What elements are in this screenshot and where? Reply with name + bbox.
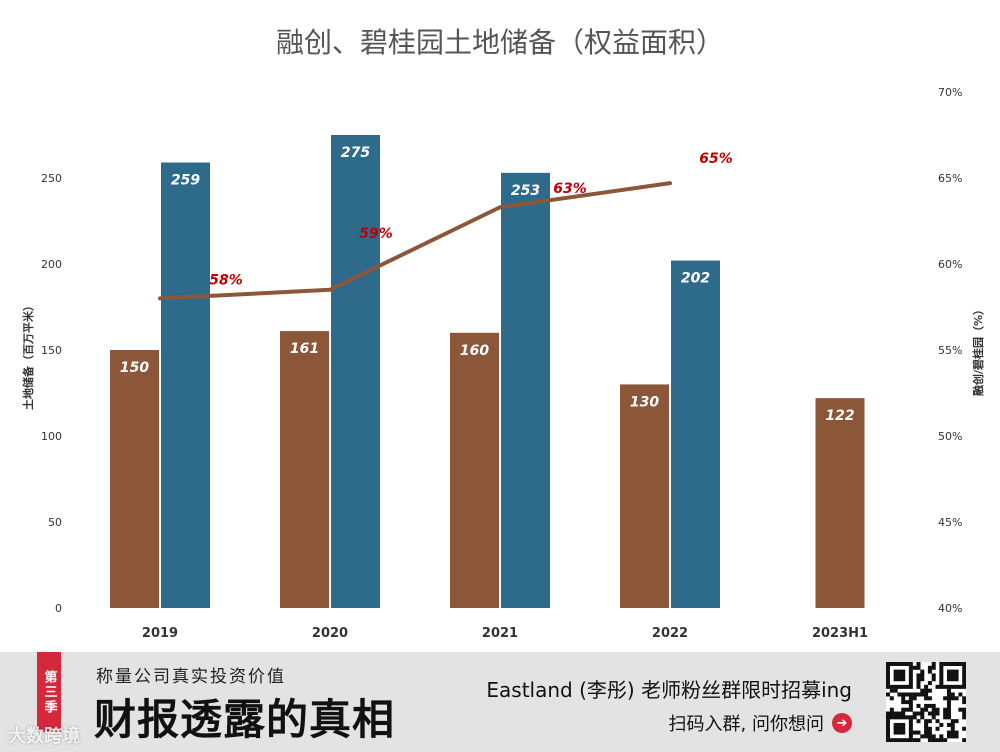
bar-sunac — [620, 384, 669, 608]
right-axis-ticks: 40% 45% 50% 55% 60% 65% 70% — [938, 86, 962, 615]
right-tick-label: 55% — [938, 344, 962, 357]
bar-country-garden — [501, 172, 550, 608]
bar-value-label: 202 — [681, 271, 710, 287]
bar-value-label: 160 — [460, 343, 489, 359]
left-tick-label: 200 — [41, 258, 62, 271]
watermark-logo: 大数跨境 — [8, 726, 80, 747]
bar-country-garden — [161, 162, 210, 608]
left-axis-title: 土地储备（百万平米） — [21, 300, 35, 410]
bar-country-garden — [331, 135, 380, 608]
chart-title: 融创、碧桂园土地储备（权益面积） — [276, 26, 724, 59]
ratio-line-layer: 58% 59% 63% 65% — [158, 151, 733, 301]
promo-text: Eastland (李彤) 老师粉丝群限时招募ing — [486, 678, 852, 702]
arrow-right-icon[interactable]: ➔ — [832, 713, 852, 733]
bars — [110, 135, 865, 608]
x-tick-label: 2020 — [312, 626, 348, 641]
banner-title: 财报透露的真相 — [94, 695, 396, 744]
chart-area: 融创、碧桂园土地储备（权益面积） 0 50 100 150 200 250 40% 45% 5… — [21, 26, 985, 641]
left-tick-label: 0 — [55, 602, 62, 615]
bar-country-garden — [671, 260, 720, 608]
left-tick-label: 50 — [48, 516, 62, 529]
left-tick-label: 250 — [41, 172, 62, 185]
footer-banner: 第三季 称量公司真实投资价值 财报透露的真相 Eastland (李彤) 老师粉… — [0, 652, 1000, 752]
bar-sunac — [815, 398, 865, 608]
bar-value-label: 150 — [120, 360, 149, 376]
bar-sunac — [110, 350, 159, 608]
bar-sunac — [450, 332, 499, 608]
qr-code-icon[interactable] — [886, 662, 966, 742]
bar-labels: 150 161 160 130 122 259 275 253 202 — [120, 145, 855, 424]
ratio-label: 59% — [359, 226, 393, 242]
right-tick-label: 65% — [938, 172, 962, 185]
x-tick-label: 2023H1 — [812, 626, 868, 641]
bar-value-label: 275 — [341, 145, 370, 161]
bar-value-label: 253 — [511, 183, 540, 199]
right-tick-label: 60% — [938, 258, 962, 271]
right-axis-title: 融创/碧桂园（%） — [971, 304, 985, 396]
left-tick-label: 100 — [41, 430, 62, 443]
category-labels: 2019 2020 2021 2022 2023H1 — [142, 626, 868, 641]
ratio-label: 65% — [699, 151, 733, 167]
bar-value-label: 161 — [290, 341, 319, 357]
x-tick-label: 2021 — [482, 626, 518, 641]
left-tick-label: 150 — [41, 344, 62, 357]
season-tag: 第三季 — [37, 652, 61, 732]
right-tick-label: 40% — [938, 602, 962, 615]
promo-cta[interactable]: 扫码入群, 问你想问 ➔ — [669, 710, 852, 736]
right-tick-label: 45% — [938, 516, 962, 529]
banner-subtitle: 称量公司真实投资价值 — [96, 667, 286, 687]
bar-value-label: 259 — [171, 173, 200, 189]
right-tick-label: 70% — [938, 86, 962, 99]
ratio-label: 63% — [553, 181, 587, 197]
right-tick-label: 50% — [938, 430, 962, 443]
x-tick-label: 2022 — [652, 626, 688, 641]
bar-value-label: 130 — [630, 394, 659, 410]
promo-cta-label: 扫码入群, 问你想问 — [668, 714, 824, 735]
left-axis-ticks: 0 50 100 150 200 250 — [41, 172, 62, 615]
ratio-line — [158, 181, 672, 301]
bar-sunac — [280, 331, 329, 608]
x-tick-label: 2019 — [142, 626, 178, 641]
bar-value-label: 122 — [825, 408, 854, 424]
ratio-label: 58% — [209, 272, 243, 288]
